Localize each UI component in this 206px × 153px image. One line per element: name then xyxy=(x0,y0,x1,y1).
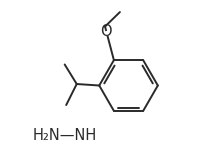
Text: H₂N—NH: H₂N—NH xyxy=(32,128,97,143)
Text: O: O xyxy=(101,24,112,39)
